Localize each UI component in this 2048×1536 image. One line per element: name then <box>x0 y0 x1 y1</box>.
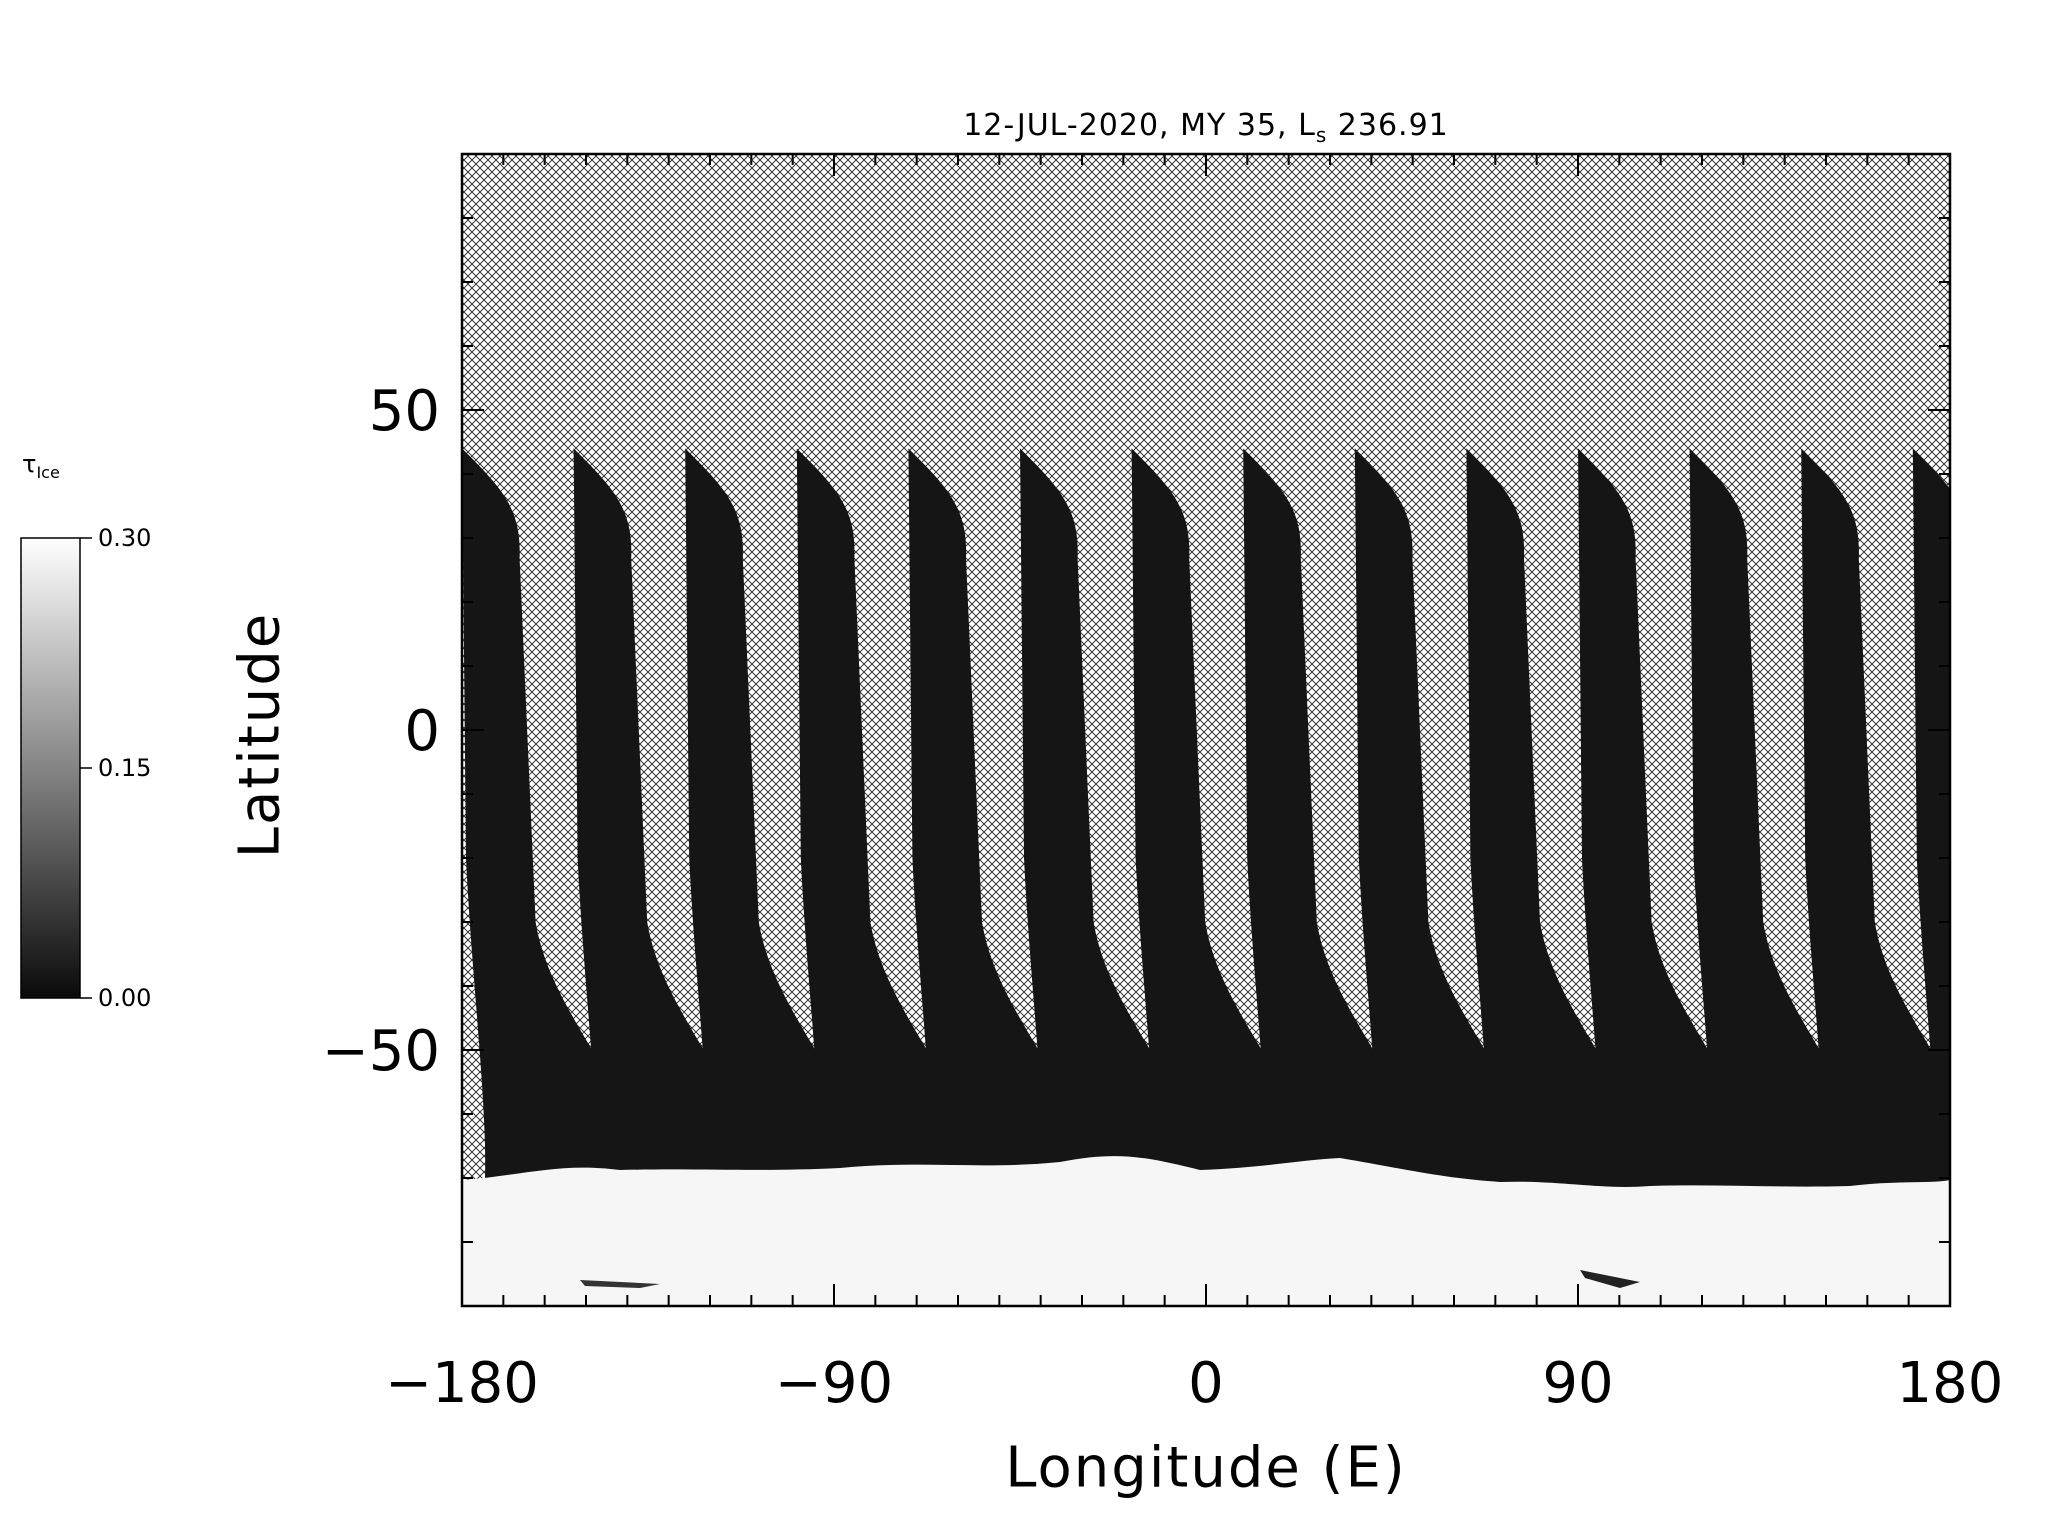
swath-layer <box>462 448 1950 1196</box>
swath-band <box>573 448 758 1196</box>
y-tick-marks <box>462 153 1950 1243</box>
colorbar-title: τIce <box>22 450 60 482</box>
y-tick-label: 0 <box>404 699 440 764</box>
x-tick-label: 0 <box>1188 1351 1224 1416</box>
chart-title: 12-JUL-2020, MY 35, Ls 236.91 <box>963 108 1449 147</box>
swath-band <box>1466 448 1650 1196</box>
swath-band <box>1243 448 1427 1196</box>
x-tick-labels: −180 −90 0 90 180 <box>385 1351 2003 1416</box>
colorbar-tick-label: 0.30 <box>98 524 152 552</box>
y-tick-label: 50 <box>369 379 440 444</box>
swath-band <box>1354 448 1539 1196</box>
x-axis-label: Longitude (E) <box>1005 1435 1407 1501</box>
y-tick-label: −50 <box>322 1019 440 1084</box>
swath-band <box>796 448 981 1196</box>
swath-band <box>462 448 646 1196</box>
swath-band <box>1689 448 1874 1196</box>
x-tick-label: −180 <box>385 1351 539 1416</box>
x-tick-marks <box>461 154 1951 1306</box>
y-tick-labels: −50 0 50 <box>322 379 440 1084</box>
swath-band <box>908 448 1092 1196</box>
x-tick-label: 180 <box>1897 1351 2004 1416</box>
swath-band <box>1020 448 1204 1196</box>
swath-band <box>1131 448 1316 1196</box>
polar-cap-streak <box>1580 1270 1640 1288</box>
colorbar-tick-label: 0.15 <box>98 754 152 782</box>
y-axis-label: Latitude <box>227 611 293 859</box>
colorbar-tick-label: 0.00 <box>98 984 152 1012</box>
colorbar-ticks <box>80 537 92 999</box>
swath-band <box>1801 448 1950 1196</box>
swath-band <box>1912 448 1950 1196</box>
swath-band <box>685 448 869 1196</box>
x-tick-label: −90 <box>775 1351 893 1416</box>
swath-band <box>1578 448 1762 1196</box>
polar-cap-streak <box>580 1280 660 1288</box>
colorbar <box>20 537 81 999</box>
south-polar-cap <box>462 1156 1950 1306</box>
x-tick-label: 90 <box>1542 1351 1613 1416</box>
